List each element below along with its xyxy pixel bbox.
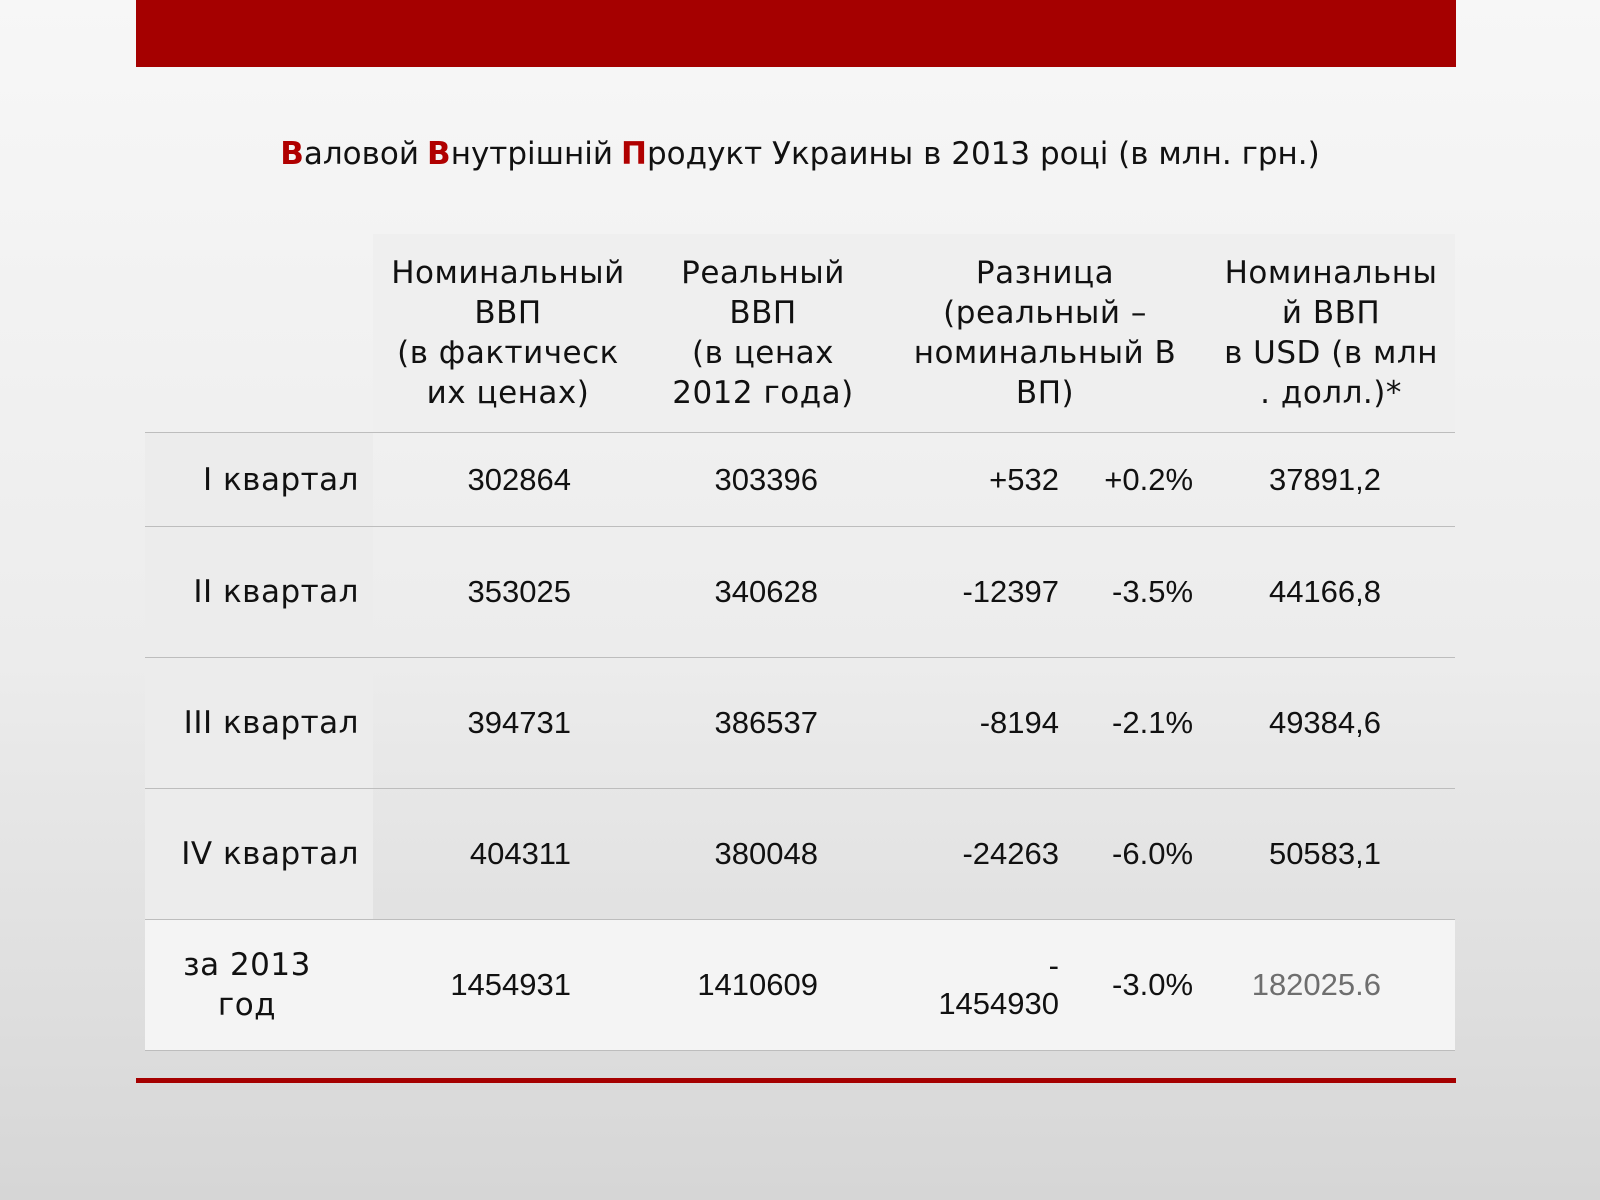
total-real-value: 1410609 [643,919,883,1051]
total-label-line: за 2013 [183,947,311,983]
title-word-1: аловой [303,136,420,172]
header-nominal-gdp: Номинальный ВВП (в фактическ их ценах) [373,234,643,433]
bottom-accent-line [136,1078,1456,1083]
title-initial-1: В [280,136,304,172]
top-accent-bar [136,0,1456,67]
row-label: III квартал [145,657,373,789]
row-label: I квартал [145,432,373,527]
total-row: за 2013 год 1454931 1410609 - 1454930 -3… [145,919,1456,1051]
table-row: IV квартал 404311 380048 -24263 -6.0% 50… [145,788,1456,920]
header-difference: Разница (реальный – номинальный В ВП) [883,234,1208,433]
nominal-value: 353025 [373,526,643,658]
total-difference-line: 1454930 [938,986,1059,1021]
header-line: ВП) [1015,375,1075,411]
header-line: й ВВП [1281,295,1381,331]
difference-percent: -2.1% [1059,657,1208,789]
header-corner [145,234,373,433]
row-label: II квартал [145,526,373,658]
header-row: Номинальный ВВП (в фактическ их ценах) Р… [145,234,1456,433]
difference-value: +532 [883,432,1059,527]
header-line: (в фактическ [397,335,619,371]
slide-title: Валовой Внутрішній Продукт Украины в 2013 … [0,136,1600,172]
total-label: за 2013 год [145,919,373,1051]
gdp-table: Номинальный ВВП (в фактическ их ценах) Р… [145,234,1456,1051]
header-line: их ценах) [426,375,590,411]
usd-value: 50583,1 [1207,788,1456,920]
header-line: ВВП [474,295,542,331]
usd-value: 44166,8 [1207,526,1456,658]
header-line: (в ценах [691,335,834,371]
header-real-gdp: Реальный ВВП (в ценах 2012 года) [643,234,883,433]
header-line: ВВП [729,295,797,331]
total-difference-percent: -3.0% [1059,919,1208,1051]
table-row: III квартал 394731 386537 -8194 -2.1% 49… [145,657,1456,789]
difference-value: -24263 [883,788,1059,920]
nominal-value: 404311 [373,788,643,920]
row-label: IV квартал [145,788,373,920]
header-line: номинальный В [913,335,1177,371]
total-difference-line: - [1048,948,1059,983]
nominal-value: 394731 [373,657,643,789]
total-label-line: год [217,987,277,1023]
difference-value: -8194 [883,657,1059,789]
total-usd-value: 182025.6 [1207,919,1456,1051]
difference-value: -12397 [883,526,1059,658]
title-initial-2: В [427,136,451,172]
nominal-value: 302864 [373,432,643,527]
header-line: Реальный [681,255,845,291]
title-initial-3: П [621,136,647,172]
header-line: . долл.)* [1260,375,1402,411]
real-value: 380048 [643,788,883,920]
real-value: 386537 [643,657,883,789]
total-difference-value: - 1454930 [883,919,1059,1051]
header-nominal-usd: Номинальны й ВВП в USD (в млн . долл.)* [1207,234,1456,433]
total-nominal-value: 1454931 [373,919,643,1051]
header-line: в USD (в млн [1224,335,1438,371]
title-word-2: нутрішній [450,136,614,172]
usd-value: 49384,6 [1207,657,1456,789]
header-line: (реальный – [943,295,1147,331]
header-line: 2012 года) [672,375,854,411]
header-line: Номинальны [1224,255,1438,291]
difference-percent: +0.2% [1059,432,1208,527]
real-value: 303396 [643,432,883,527]
usd-value: 37891,2 [1207,432,1456,527]
table-row: II квартал 353025 340628 -12397 -3.5% 44… [145,526,1456,658]
difference-percent: -6.0% [1059,788,1208,920]
header-line: Разница [975,255,1115,291]
header-line: Номинальный [391,255,625,291]
real-value: 340628 [643,526,883,658]
table-row: I квартал 302864 303396 +532 +0.2% 37891… [145,432,1456,527]
difference-percent: -3.5% [1059,526,1208,658]
title-word-3: родукт Украины в 2013 році (в млн. грн.) [647,136,1320,172]
